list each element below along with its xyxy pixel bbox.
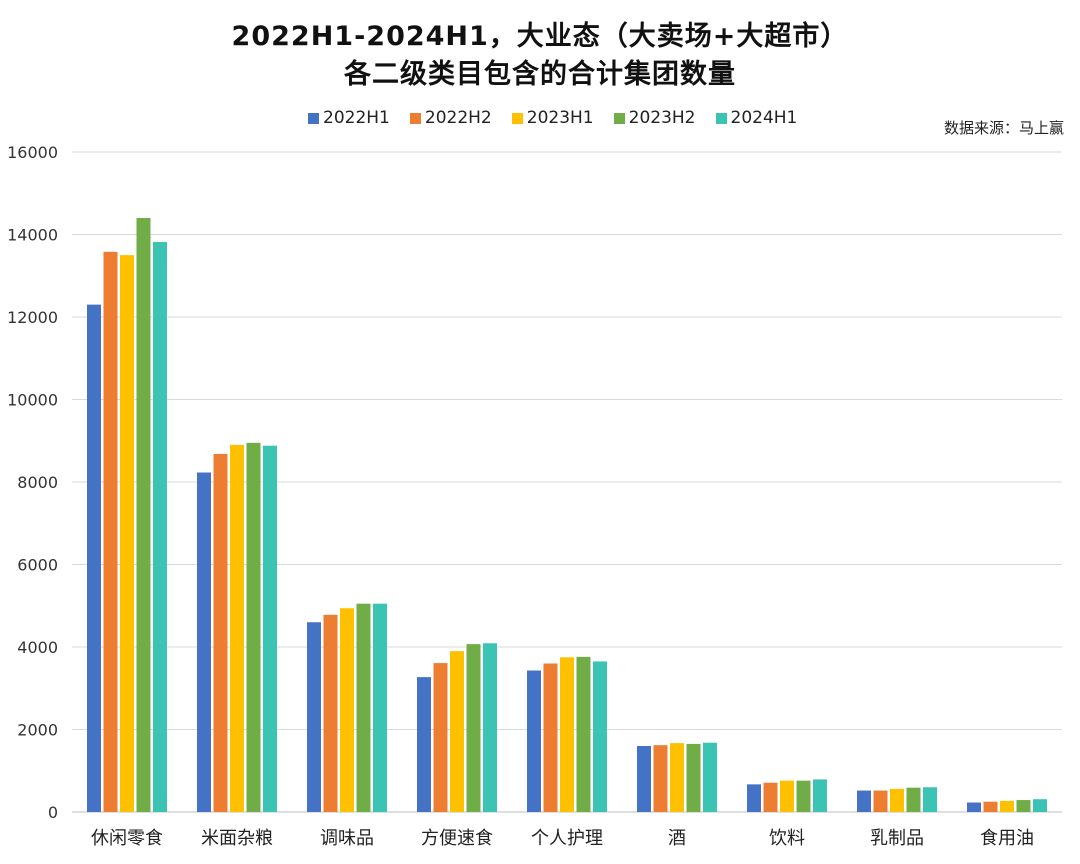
bar-2023H1-2 <box>340 608 354 812</box>
legend-label: 2022H1 <box>323 108 390 128</box>
bar-2022H2-4 <box>543 663 558 812</box>
bar-2023H1-4 <box>560 657 574 812</box>
bar-2023H2-2 <box>356 603 371 812</box>
bar-2024H1-6 <box>813 779 827 812</box>
chart-title-line2: 各二级类目包含的合计集团数量 <box>344 59 736 90</box>
bar-2022H2-6 <box>763 782 778 812</box>
y-tick-label: 12000 <box>7 308 58 327</box>
bar-2022H2-7 <box>873 790 888 812</box>
legend-swatch <box>715 112 727 124</box>
x-category-label: 乳制品 <box>870 828 924 849</box>
bar-2024H1-5 <box>703 742 717 812</box>
bar-2022H2-3 <box>433 663 448 812</box>
bar-2022H1-5 <box>637 746 651 812</box>
bar-2022H1-6 <box>747 784 761 812</box>
legend-item: 2023H1 <box>511 108 594 128</box>
legend-swatch <box>308 112 319 124</box>
legend-label: 2023H1 <box>526 108 594 128</box>
bar-2023H1-6 <box>780 780 794 812</box>
legend-label: 2023H2 <box>628 108 696 128</box>
x-category-label: 方便速食 <box>421 828 493 849</box>
bar-2022H1-3 <box>417 677 431 812</box>
bar-2022H1-7 <box>857 790 871 812</box>
y-tick-label: 6000 <box>17 556 58 575</box>
x-category-label: 休闲零食 <box>91 828 163 849</box>
bar-2022H1-0 <box>87 304 101 812</box>
bar-2023H1-7 <box>890 788 904 812</box>
bar-2024H1-2 <box>373 603 387 812</box>
bar-2023H1-5 <box>670 743 684 812</box>
y-tick-label: 2000 <box>17 721 58 740</box>
y-tick-label: 4000 <box>17 638 58 657</box>
y-tick-label: 16000 <box>7 143 58 162</box>
bar-2023H2-0 <box>136 218 151 812</box>
bar-2024H1-7 <box>923 787 937 812</box>
bar-2023H2-3 <box>466 644 481 812</box>
bar-2023H2-4 <box>576 656 591 812</box>
legend-item: 2024H1 <box>715 108 798 128</box>
bar-2022H2-5 <box>653 745 668 812</box>
bar-2022H1-8 <box>967 802 981 812</box>
bar-2022H1-4 <box>527 670 541 812</box>
bar-2024H1-0 <box>153 241 167 813</box>
x-category-label: 食用油 <box>980 828 1034 849</box>
x-category-label: 饮料 <box>769 828 805 849</box>
x-category-label: 个人护理 <box>531 828 603 849</box>
bar-2022H1-1 <box>197 472 211 812</box>
legend-label: 2024H1 <box>730 108 798 128</box>
bar-2023H2-5 <box>686 743 701 812</box>
bar-2024H1-8 <box>1033 799 1047 812</box>
bar-2022H2-8 <box>983 801 998 812</box>
data-source-note: 数据来源：马上赢 <box>943 119 1064 137</box>
bar-2023H1-0 <box>120 255 134 812</box>
bar-2024H1-1 <box>263 445 277 812</box>
bar-2023H1-3 <box>450 651 464 812</box>
bar-2022H2-2 <box>323 614 338 812</box>
y-tick-label: 0 <box>48 803 58 822</box>
bar-2022H2-1 <box>213 453 228 812</box>
legend-item: 2022H2 <box>409 108 492 128</box>
legend-swatch <box>409 112 421 124</box>
bar-2022H2-0 <box>103 251 118 812</box>
y-tick-label: 10000 <box>7 391 58 410</box>
x-category-label: 米面杂粮 <box>201 828 273 849</box>
x-category-label: 调味品 <box>320 828 374 849</box>
bar-2022H1-2 <box>307 622 321 812</box>
bar-2024H1-3 <box>483 643 497 812</box>
legend-swatch <box>613 112 625 124</box>
bar-2023H2-6 <box>796 780 811 812</box>
bar-2023H1-8 <box>1000 800 1014 812</box>
y-tick-label: 14000 <box>7 226 58 245</box>
x-category-label: 酒 <box>668 828 686 849</box>
bar-2023H1-1 <box>230 444 244 812</box>
legend-item: 2022H1 <box>308 108 390 128</box>
bar-2023H2-8 <box>1016 800 1031 812</box>
legend-item: 2023H2 <box>613 108 696 128</box>
y-tick-label: 8000 <box>17 473 58 492</box>
legend-swatch <box>511 112 523 124</box>
legend-label: 2022H2 <box>424 108 492 128</box>
bar-2024H1-4 <box>593 661 607 812</box>
chart-title-line1: 2022H1-2024H1，大业态（大卖场+大超市） <box>231 21 849 52</box>
bar-2023H2-7 <box>906 787 921 812</box>
bar-2023H2-1 <box>246 442 261 812</box>
chart-legend: 2022H1 2022H2 2023H1 2023H2 2024H1 <box>308 108 797 128</box>
